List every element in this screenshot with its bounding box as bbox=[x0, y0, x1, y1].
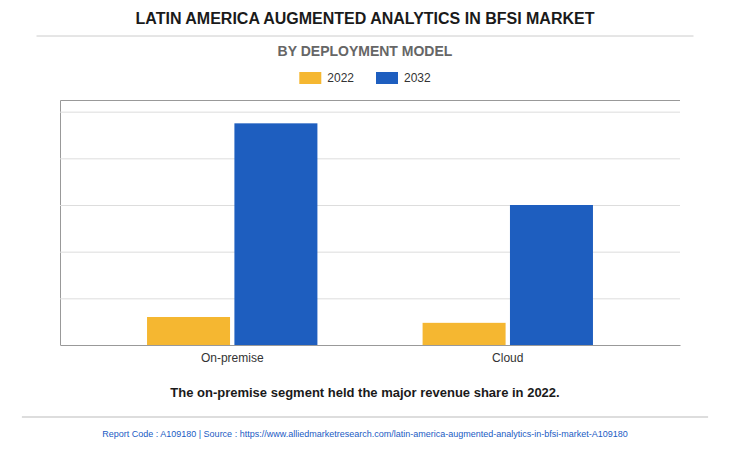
y-tick bbox=[60, 158, 680, 159]
legend-label: 2022 bbox=[327, 71, 354, 85]
x-tick-label: On-premise bbox=[201, 351, 264, 365]
legend: 2022 2032 bbox=[299, 71, 431, 85]
title: LATIN AMERICA AUGMENTED ANALYTICS IN BFS… bbox=[136, 10, 595, 27]
y-axis-line bbox=[61, 101, 681, 346]
legend-label: 2032 bbox=[404, 71, 431, 85]
x-axis-line bbox=[61, 345, 681, 346]
footer-divider bbox=[22, 417, 708, 418]
bar bbox=[423, 323, 506, 345]
series bbox=[234, 123, 593, 345]
series bbox=[147, 317, 506, 345]
grid-line bbox=[60, 345, 680, 346]
x-tick-label: Cloud bbox=[492, 351, 523, 365]
footer: Report Code : A109180 | Source : https:/… bbox=[102, 429, 628, 439]
x-tick: Cloud bbox=[492, 351, 523, 365]
x-tick: On-premise bbox=[201, 351, 264, 365]
bar bbox=[234, 123, 317, 345]
chart: LATIN AMERICA AUGMENTED ANALYTICS IN BFS… bbox=[0, 0, 730, 453]
bar bbox=[510, 205, 593, 345]
x-axis: On-premise Cloud bbox=[61, 346, 681, 365]
bars bbox=[147, 123, 593, 345]
legend-swatch bbox=[376, 72, 398, 84]
y-tick bbox=[60, 345, 680, 346]
plot-area: On-premise Cloud bbox=[60, 101, 681, 365]
grid-line bbox=[60, 112, 680, 113]
y-tick bbox=[60, 112, 680, 113]
legend-swatch bbox=[299, 72, 321, 84]
bar bbox=[147, 317, 230, 345]
grid-line bbox=[60, 158, 680, 159]
legend-item: 2022 bbox=[299, 71, 354, 85]
legend-item: 2032 bbox=[376, 71, 431, 85]
annotation: The on-premise segment held the major re… bbox=[170, 385, 559, 400]
subtitle: BY DEPLOYMENT MODEL bbox=[278, 43, 453, 59]
y-axis bbox=[60, 101, 680, 346]
title-divider bbox=[37, 36, 694, 37]
